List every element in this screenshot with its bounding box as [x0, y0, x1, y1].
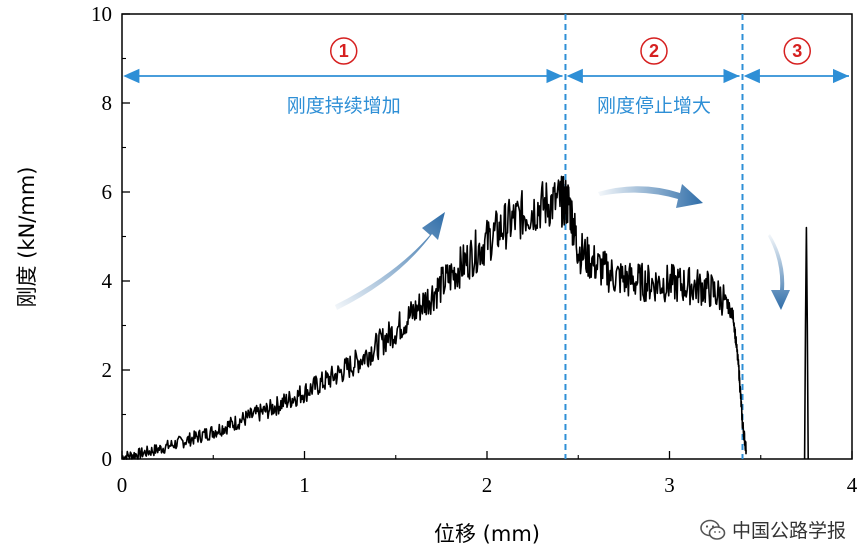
x-tick-label: 4 [847, 473, 858, 497]
y-tick-label: 4 [102, 269, 113, 293]
x-tick-label: 3 [664, 473, 675, 497]
x-axis-title: 位移 (mm) [434, 522, 540, 546]
y-tick-label: 0 [102, 447, 113, 471]
x-tick-label: 1 [299, 473, 310, 497]
y-tick-label: 10 [91, 2, 112, 26]
watermark: 中国公路学报 [700, 516, 846, 543]
y-axis-title: 刚度 (kN/mm) [15, 167, 39, 308]
series-group [121, 175, 809, 460]
stage-number-circle [783, 37, 811, 65]
stage-boundaries [564, 14, 744, 459]
series-line [121, 175, 747, 460]
trend-arrows [335, 184, 790, 310]
trend-arrow-up-icon [335, 212, 445, 310]
trend-arrow-flat-icon [598, 184, 703, 208]
y-tick-label: 6 [102, 180, 113, 204]
stage-label: 刚度持续增加 [287, 95, 401, 117]
watermark-text: 中国公路学报 [731, 520, 846, 542]
stage-number: 2 [649, 41, 659, 61]
stage-number: 3 [792, 41, 802, 61]
wechat-icon [700, 519, 726, 540]
series-line [803, 226, 809, 460]
y-tick-label: 8 [102, 91, 113, 115]
stage-marks: 1 刚度持续增加 2 刚度停止增大 3 [287, 37, 811, 117]
y-tick-label: 2 [102, 358, 113, 382]
stage-number-circle [329, 37, 358, 65]
stage-number: 1 [339, 41, 349, 61]
stage-label: 刚度停止增大 [597, 95, 711, 117]
stage-number-circle [640, 37, 668, 65]
trend-arrow-down-icon [768, 234, 790, 310]
x-tick-label: 2 [482, 473, 493, 497]
axis-ticks [121, 13, 853, 460]
x-tick-label: 0 [117, 473, 128, 497]
tick-labels: 0 1 2 3 4 0 2 4 6 8 10 [91, 2, 858, 497]
